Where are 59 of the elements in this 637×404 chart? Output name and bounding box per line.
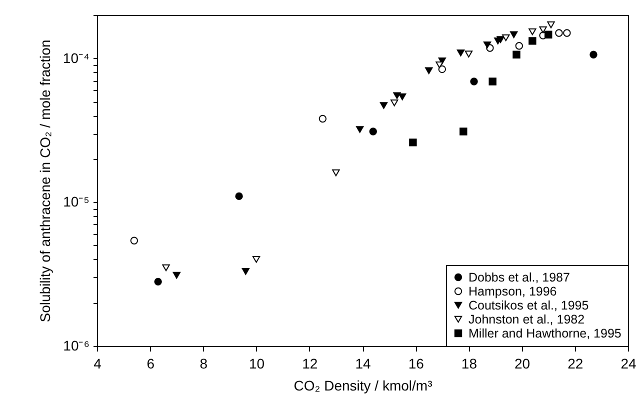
point bbox=[502, 34, 510, 42]
point bbox=[172, 272, 181, 279]
point bbox=[528, 37, 536, 45]
point bbox=[130, 236, 138, 244]
point bbox=[547, 21, 555, 28]
x-tick-label: 10 bbox=[249, 356, 265, 372]
point bbox=[436, 61, 444, 68]
x-tick-label: 14 bbox=[355, 356, 371, 372]
point bbox=[488, 78, 496, 86]
point bbox=[409, 138, 417, 146]
point bbox=[515, 42, 523, 50]
point bbox=[590, 50, 598, 59]
point bbox=[464, 50, 473, 58]
legend-label: Miller and Hawthorne, 1995 bbox=[468, 326, 622, 340]
x-tick-label: 4 bbox=[94, 356, 102, 372]
point bbox=[369, 128, 377, 136]
point bbox=[456, 50, 465, 56]
x-tick-label: 24 bbox=[620, 356, 636, 372]
x-tick-label: 8 bbox=[200, 356, 208, 372]
point bbox=[544, 30, 552, 39]
x-tick-label: 20 bbox=[514, 356, 530, 372]
point bbox=[496, 36, 504, 43]
point bbox=[162, 264, 170, 272]
point bbox=[390, 99, 398, 106]
legend-label: Hampson, 1996 bbox=[468, 284, 557, 298]
point bbox=[460, 128, 468, 136]
legend-label: Johnston et al., 1982 bbox=[468, 312, 585, 326]
point bbox=[555, 29, 563, 37]
point bbox=[252, 256, 260, 263]
point bbox=[539, 26, 547, 34]
legend-label: Dobbs et al., 1987 bbox=[468, 270, 570, 284]
point bbox=[510, 31, 518, 38]
point bbox=[438, 65, 446, 74]
point bbox=[470, 78, 478, 86]
point bbox=[393, 92, 401, 100]
x-tick-label: 18 bbox=[461, 356, 478, 372]
point bbox=[512, 50, 520, 59]
point bbox=[235, 192, 243, 200]
y-tick-label: 10⁻⁶ bbox=[63, 338, 90, 354]
point bbox=[563, 29, 571, 37]
point bbox=[356, 126, 364, 133]
point bbox=[380, 102, 388, 109]
point bbox=[528, 28, 536, 36]
x-tick-label: 16 bbox=[408, 356, 424, 372]
point bbox=[483, 41, 492, 48]
point bbox=[242, 268, 250, 275]
x-tick-label: 12 bbox=[302, 356, 318, 372]
point bbox=[154, 278, 162, 286]
point bbox=[318, 114, 327, 123]
y-tick-label: 10⁻⁴ bbox=[62, 50, 90, 66]
point bbox=[332, 169, 340, 176]
y-tick-label: 10⁻⁵ bbox=[63, 194, 90, 210]
y-axis-title: Solubility of anthracene in CO₂ / mole fraction bbox=[36, 40, 53, 322]
x-axis-title: CO₂ Density / kmol/m³ bbox=[294, 378, 433, 394]
x-tick-label: 22 bbox=[568, 356, 584, 372]
legend-label: Coutsikos et al., 1995 bbox=[468, 298, 589, 312]
x-tick-label: 6 bbox=[146, 356, 155, 372]
point bbox=[425, 67, 433, 74]
point bbox=[398, 93, 406, 100]
